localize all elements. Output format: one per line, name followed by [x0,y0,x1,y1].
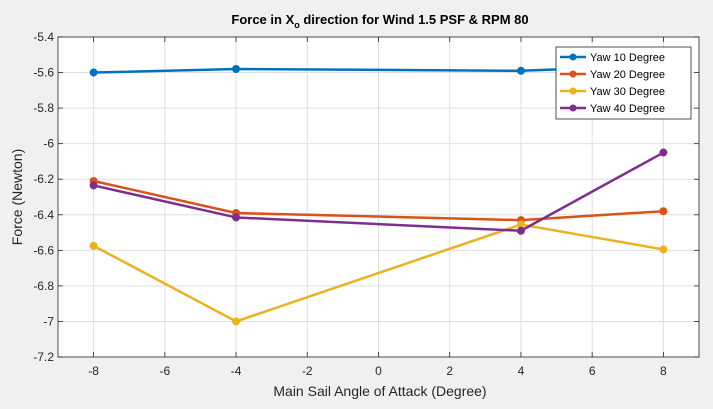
y-tick-label: -5.6 [33,66,54,80]
y-tick-label: -6.8 [33,279,54,293]
legend-swatch-marker [569,87,577,95]
chart-title-subscript: o [294,20,300,30]
legend-swatch-marker [569,104,577,112]
series-4-point [659,148,668,157]
x-tick-label: -2 [302,364,313,378]
chart-title-rest: direction for Wind 1.5 PSF & RPM 80 [300,12,529,27]
x-tick-label: 0 [375,364,382,378]
series-3-point [232,317,241,326]
series-1-point [89,68,98,77]
x-tick-labels: -8 -6 -4 -2 0 2 4 6 8 [88,364,667,378]
series-1-point [232,65,241,73]
legend-swatch-marker [569,70,577,78]
y-tick-label: -6.2 [33,172,54,186]
series-line-4 [93,151,664,233]
chart-title: Force in Xo direction for Wind 1.5 PSF &… [231,12,528,30]
y-tick-label: -6 [43,137,54,151]
y-tick-label: -6.4 [33,208,54,222]
legend: Yaw 10 Degree Yaw 20 Degree Yaw 30 Degree Y… [555,46,692,120]
y-tick-label: -6.6 [33,243,54,257]
series-3-point [89,241,98,250]
x-tick-label: 8 [660,364,667,378]
x-tick-label: 6 [589,364,596,378]
y-axis-label: Force (Newton) [9,149,25,245]
y-tick-label: -5.4 [33,30,54,44]
legend-swatch-marker [569,53,577,61]
y-tick-label: -7.2 [33,350,54,364]
legend-label: Yaw 10 Degree [590,52,665,64]
x-tick-label: -6 [159,364,170,378]
series-1-point [516,66,525,75]
legend-label: Yaw 20 Degree [590,69,665,81]
series-3-point [659,245,668,254]
series-line-3 [93,223,664,323]
series-4-point [232,213,241,222]
y-tick-label: -7 [43,314,54,328]
series-4-point [89,181,98,190]
legend-label: Yaw 40 Degree [590,103,665,115]
y-tick-label: -5.8 [33,101,54,115]
series-4-point [516,226,525,235]
series-2-point [659,207,668,216]
x-axis-label: Main Sail Angle of Attack (Degree) [273,383,486,399]
series-line-2 [93,179,664,222]
tick-marks [58,36,699,358]
x-tick-label: 2 [446,364,453,378]
x-tick-label: -4 [231,364,242,378]
y-tick-labels: -5.4 -5.6 -5.8 -6 -6.2 -6.4 -6.6 -6.8 -7 -7.2 [33,30,54,364]
x-tick-label: 4 [518,364,525,378]
x-tick-label: -8 [88,364,99,378]
chart-title-main: Force in X [231,12,294,27]
legend-label: Yaw 30 Degree [590,86,665,98]
